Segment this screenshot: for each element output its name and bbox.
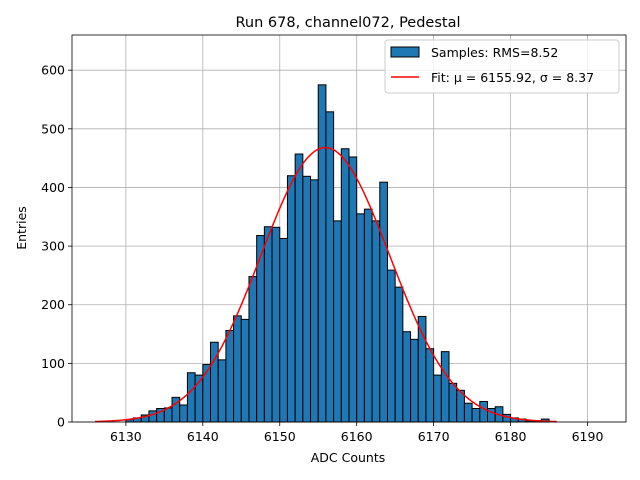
- histogram-bar: [363, 208, 373, 423]
- x-tick-label: 6140: [187, 429, 219, 444]
- histogram-bar: [463, 402, 473, 423]
- y-tick-label: 400: [41, 180, 65, 195]
- histogram-bar: [471, 408, 481, 423]
- histogram-bar: [310, 179, 319, 423]
- y-tick-label: 200: [41, 297, 65, 312]
- histogram-bar: [248, 276, 258, 423]
- histogram-bar: [402, 331, 412, 423]
- histogram-bar: [348, 156, 358, 423]
- legend-box: [384, 39, 620, 94]
- histogram-bar: [279, 237, 288, 423]
- histogram-bar: [340, 148, 350, 423]
- histogram-bar: [225, 330, 235, 423]
- histogram-bar: [325, 111, 335, 423]
- histogram-bar: [286, 175, 296, 423]
- histogram-bar: [263, 226, 273, 423]
- x-tick-label: 6160: [341, 429, 373, 444]
- legend-fit-label: Fit: μ = 6155.92, σ = 8.37: [431, 70, 594, 85]
- histogram-bar: [240, 318, 250, 423]
- histogram-bar: [271, 226, 281, 423]
- histogram-bar: [433, 374, 442, 423]
- x-tick-label: 6180: [495, 429, 527, 444]
- x-tick-label: 6190: [572, 429, 604, 444]
- histogram-bar: [233, 315, 242, 423]
- x-tick-label: 6170: [418, 429, 450, 444]
- histogram-bar: [317, 84, 327, 423]
- y-tick-label: 100: [41, 356, 65, 371]
- x-axis-ticks: 6130 6140 6150 6160 6170 6180 6190: [110, 422, 604, 444]
- histogram-bar: [479, 400, 488, 423]
- histogram-bar: [394, 286, 404, 423]
- histogram-bar: [410, 338, 419, 423]
- histogram-bar: [379, 181, 388, 423]
- histogram-bar: [356, 213, 365, 423]
- x-tick-label: 6130: [110, 429, 142, 444]
- y-axis-label: Entries: [14, 206, 29, 250]
- histogram-bar: [217, 359, 227, 423]
- chart-title: Run 678, channel072, Pedestal: [235, 15, 460, 31]
- histogram-bar: [371, 220, 381, 423]
- histogram-bar: [202, 364, 212, 423]
- y-tick-label: 600: [41, 63, 65, 78]
- histogram-bar: [186, 372, 196, 423]
- plot-frame: [71, 34, 627, 423]
- histogram-bar: [148, 410, 158, 423]
- y-tick-label: 500: [41, 121, 65, 136]
- histogram-bar: [294, 153, 304, 423]
- x-tick-label: 6150: [264, 429, 296, 444]
- legend: Samples: RMS=8.52 Fit: μ = 6155.92, σ = …: [384, 39, 620, 94]
- legend-samples-swatch: [390, 46, 420, 58]
- histogram-bar: [302, 175, 312, 423]
- histogram-bar: [333, 220, 342, 423]
- histogram-bar: [448, 382, 458, 423]
- y-axis-ticks: 0 100 200 300 400 500 600: [41, 63, 72, 430]
- y-tick-label: 300: [41, 239, 65, 254]
- histogram-bar: [440, 351, 450, 423]
- legend-samples-label: Samples: RMS=8.52: [431, 45, 558, 60]
- histogram-bar: [386, 269, 396, 423]
- y-tick-label: 0: [57, 415, 65, 430]
- x-axis-label: ADC Counts: [311, 450, 386, 465]
- fit-curve: [95, 146, 557, 423]
- histogram-bar: [425, 348, 435, 423]
- histogram-bar: [179, 404, 188, 423]
